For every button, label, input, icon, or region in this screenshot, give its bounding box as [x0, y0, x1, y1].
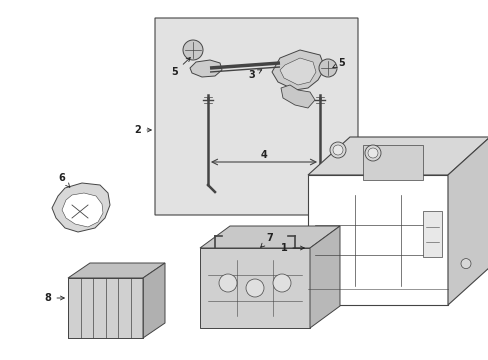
Polygon shape	[447, 137, 488, 305]
Text: 3: 3	[248, 70, 261, 80]
Text: 1: 1	[280, 243, 304, 253]
Bar	[422, 211, 442, 257]
Text: 4: 4	[260, 150, 267, 160]
Text: 6: 6	[59, 173, 70, 188]
Polygon shape	[200, 248, 309, 328]
Circle shape	[332, 145, 342, 155]
Bar	[362, 145, 422, 180]
Polygon shape	[68, 263, 164, 278]
Polygon shape	[200, 226, 339, 248]
Circle shape	[460, 258, 470, 269]
Polygon shape	[281, 85, 314, 108]
Circle shape	[364, 145, 380, 161]
Text: 5: 5	[171, 58, 190, 77]
Text: 5: 5	[332, 58, 345, 68]
Circle shape	[272, 274, 290, 292]
Circle shape	[183, 40, 203, 60]
Polygon shape	[190, 60, 222, 77]
Text: 8: 8	[44, 293, 64, 303]
Circle shape	[219, 274, 237, 292]
Circle shape	[367, 148, 377, 158]
Polygon shape	[271, 50, 325, 90]
Circle shape	[329, 142, 346, 158]
Polygon shape	[307, 175, 447, 305]
Polygon shape	[280, 58, 315, 85]
Polygon shape	[307, 137, 488, 175]
Polygon shape	[155, 18, 357, 215]
Polygon shape	[142, 263, 164, 338]
Circle shape	[245, 279, 264, 297]
Polygon shape	[52, 183, 110, 232]
Text: 7: 7	[260, 233, 273, 247]
Circle shape	[318, 59, 336, 77]
Polygon shape	[68, 278, 142, 338]
Polygon shape	[62, 193, 103, 227]
Polygon shape	[309, 226, 339, 328]
Text: 2: 2	[134, 125, 151, 135]
